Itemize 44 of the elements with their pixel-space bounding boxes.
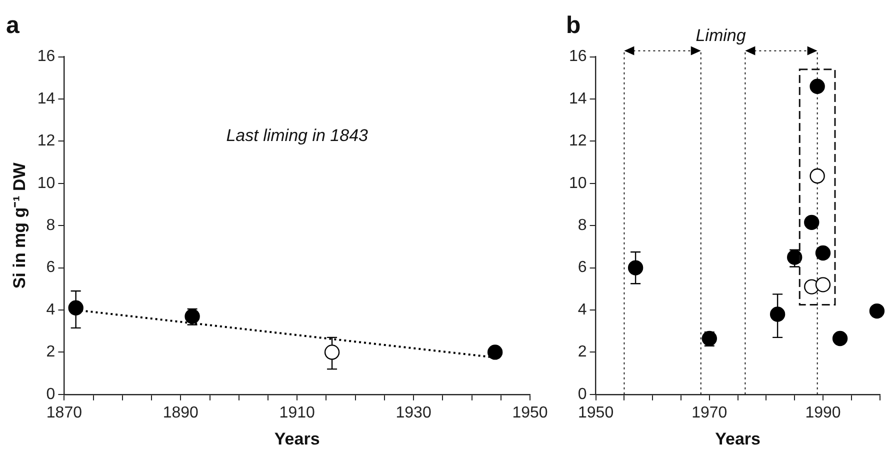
point — [815, 277, 831, 292]
point — [628, 260, 644, 276]
y-tick-label: 6 — [578, 259, 587, 276]
y-tick-label: 2 — [578, 344, 587, 361]
y-tick-label: 8 — [46, 217, 56, 234]
y-tick-label: 4 — [578, 301, 587, 318]
point — [324, 344, 340, 360]
point — [68, 300, 84, 316]
y-tick-label: 6 — [46, 259, 56, 276]
y-tick-label: 10 — [569, 174, 587, 192]
y-tick-label: 0 — [578, 386, 587, 403]
x-tick-label: 1910 — [279, 404, 315, 422]
y-tick-label: 8 — [578, 217, 587, 234]
y-tick-label: 0 — [46, 386, 56, 403]
y-axis-title: Si in mg g⁻¹ DW — [10, 162, 29, 289]
chart-title: a — [6, 12, 20, 40]
x-tick-label: 1950 — [512, 404, 548, 422]
x-tick-label: 1870 — [46, 404, 82, 422]
text: Liming — [696, 26, 746, 45]
point — [810, 168, 825, 184]
y-tick-label: 2 — [46, 344, 56, 361]
chart-title: b — [566, 12, 581, 40]
x-axis-title: Years — [715, 429, 760, 448]
annotation: Last liming in 1843 — [226, 126, 369, 146]
point — [869, 303, 885, 319]
point — [804, 214, 820, 230]
y-tick-label: 16 — [37, 48, 56, 66]
x-tick-label: 1890 — [162, 404, 199, 422]
x-tick-label: 1990 — [805, 404, 841, 422]
x-tick-label: 1970 — [692, 404, 728, 422]
point — [810, 78, 825, 94]
x-axis-title: Years — [274, 429, 320, 448]
point — [770, 306, 786, 322]
y-tick-label: 4 — [46, 301, 56, 318]
y-tick-label: 10 — [37, 174, 56, 192]
y-tick-label: 12 — [37, 132, 56, 150]
x-tick-label: 1930 — [396, 404, 432, 422]
point — [815, 245, 831, 261]
y-tick-label: 12 — [569, 132, 587, 150]
y-tick-label: 16 — [569, 48, 587, 66]
y-tick-label: 14 — [569, 90, 587, 108]
y-tick-label: 14 — [37, 90, 56, 108]
point — [832, 330, 848, 346]
x-tick-label: 1950 — [578, 404, 614, 422]
